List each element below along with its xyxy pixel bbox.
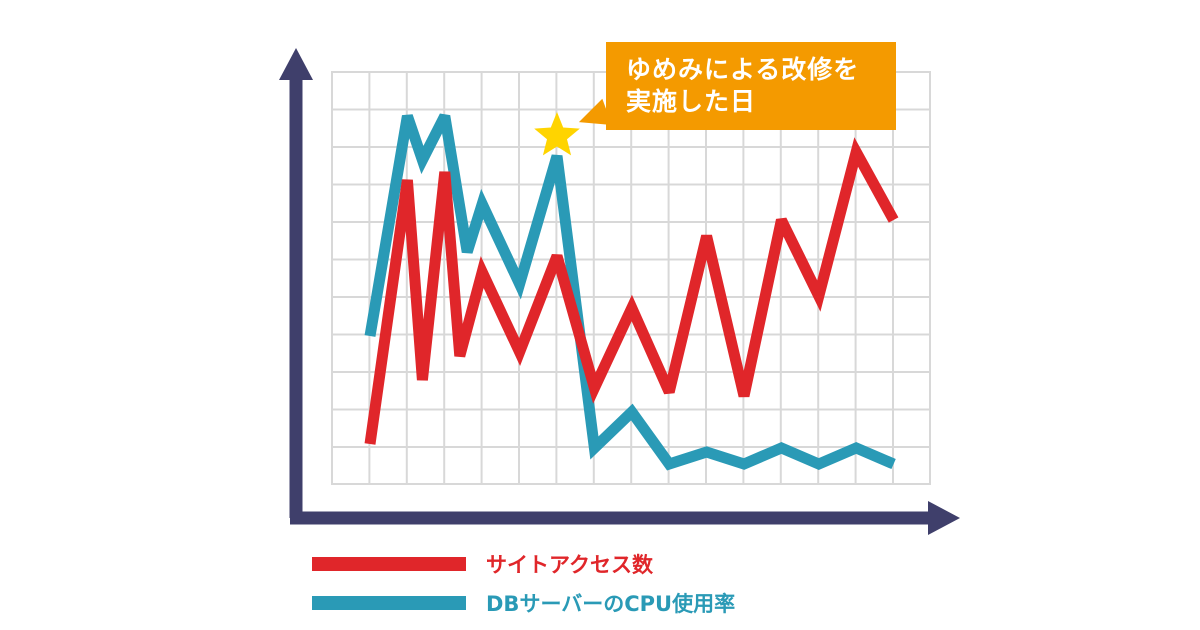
x-axis-arrowhead xyxy=(928,501,960,535)
legend-swatch-site-access xyxy=(312,557,466,571)
legend-item-site-access: サイトアクセス数 xyxy=(312,548,735,580)
chart-series-group xyxy=(364,113,899,471)
legend-swatch-db-cpu xyxy=(312,596,466,610)
legend-label-site-access: サイトアクセス数 xyxy=(486,553,653,577)
legend-label-db-cpu: DBサーバーのCPU使用率 xyxy=(486,592,736,616)
chart-legend: サイトアクセス数 DBサーバーのCPU使用率 xyxy=(312,548,735,626)
series-line-site-access xyxy=(364,137,899,445)
y-axis-arrowhead xyxy=(279,48,313,80)
chart-grid xyxy=(331,71,931,485)
series-line-db-cpu xyxy=(364,113,896,471)
callout-annotation: ゆめみによる改修を 実施した日 xyxy=(606,42,896,130)
callout-line-2: 実施した日 xyxy=(626,87,757,116)
chart-axes xyxy=(279,48,960,535)
legend-item-db-cpu: DBサーバーのCPU使用率 xyxy=(312,587,735,619)
star-icon xyxy=(534,112,580,156)
callout-line-1: ゆめみによる改修を xyxy=(626,55,860,84)
chart-annotation-marker xyxy=(534,112,580,156)
